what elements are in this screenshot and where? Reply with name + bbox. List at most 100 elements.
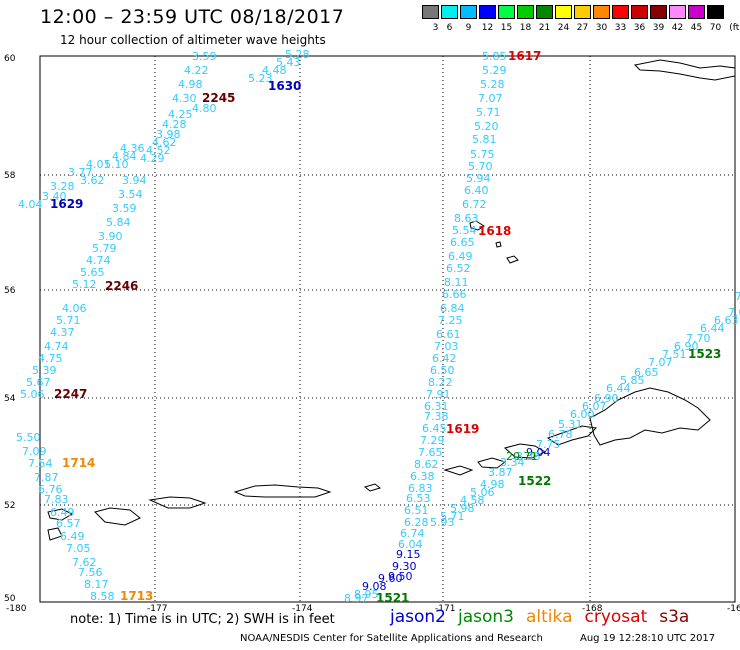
wave-height-value: 3.62 [80,174,105,187]
colorbar-label: 3 [432,23,439,33]
colorbar-swatch [707,5,724,19]
wave-height-value: 3.90 [98,230,123,243]
wave-height-value: 6.83 [408,482,433,495]
colorbar-unit: (ft) [729,23,740,33]
pass-time-label: 1714 [62,456,95,470]
colorbar-label: 6 [446,23,453,33]
wave-height-value: 7.29 [420,434,445,447]
wave-height-value: 6.57 [56,517,81,530]
wave-height-value: 4.75 [38,352,63,365]
wave-height-value: 7.91 [426,388,451,401]
wave-height-value: 6.31 [424,400,449,413]
aleutian-mid-4 [443,465,474,476]
wave-height-value: 5.79 [92,242,117,255]
wave-height-value: 4.52 [146,144,171,157]
wave-height-value: 4.62 [152,136,177,149]
wave-height-value: 5.84 [106,216,131,229]
pribilof-islet [495,241,502,248]
colorbar-swatch [555,5,572,19]
wave-height-value: 7.03 [728,306,740,319]
wave-height-value: 7.83 [44,493,69,506]
pass-time-label: 1629 [50,197,83,211]
lon-label: -168 [582,604,603,614]
legend-item-cryosat: cryosat [584,607,648,627]
wave-height-value: 8.11 [444,276,469,289]
lon-label: -171 [435,604,455,614]
legend-item-s3a: s3a [659,607,690,627]
wave-height-value: 6.90 [674,340,699,353]
colorbar-swatch [422,5,439,19]
wave-height-value: 3.28 [50,180,75,193]
wave-height-value: 3.34 [500,456,525,469]
legend-item-altika: altika [526,607,573,627]
wave-height-value: 6.49 [60,530,85,543]
colorbar-swatch [536,5,553,19]
colorbar-label: 12 [481,23,494,33]
wave-height-value: 9.08 [362,580,387,593]
colorbar-label: 39 [652,23,665,33]
colorbar-swatch [574,5,591,19]
wave-height-value: 8.62 [414,458,439,471]
wave-height-value: 7.07 [478,92,503,105]
aleutian-mid-2 [503,443,547,459]
wave-height-value: 7.09 [22,445,47,458]
lat-label: 52 [4,501,15,511]
wave-height-value: 6.44 [700,322,725,335]
wave-height-value: 5.06 [470,486,495,499]
nunivak-islet [506,255,519,264]
wave-height-value: 6.84 [440,302,465,315]
credit-text: NOAA/NESDIS Center for Satellite Applica… [240,633,543,644]
wave-height-value: 6.49 [50,506,75,519]
wave-height-value: 4.22 [184,64,209,77]
wave-height-value: 7.03 [434,340,459,353]
lon-label: -180 [6,604,27,614]
lon-label: -16 [727,604,740,614]
pass-time-label: 2247 [54,387,87,401]
wave-height-value: 5.06 [20,388,45,401]
wave-height-value: 7.59 [735,290,740,303]
pass-time-label: 1713 [120,589,153,603]
colorbar-label: 15 [500,23,513,33]
wave-height-value: 4.37 [50,326,75,339]
map-frame [39,55,736,603]
wave-height-value: 6.90 [594,392,619,405]
wave-height-value: 6.00 [570,408,595,421]
wave-height-value: 4.98 [178,78,203,91]
wave-height-value: 3.59 [192,50,217,63]
wave-height-value: 7.56 [78,566,103,579]
wave-height-value: 7.65 [418,446,443,459]
pass-time-label: 1523 [688,347,721,361]
aleutian-west-2 [233,484,332,498]
wave-height-value: 6.50 [430,364,455,377]
wave-height-value: 5.54 [452,224,477,237]
wave-height-value: 7.38 [424,410,449,423]
wave-height-value: 6.28 [404,516,429,529]
map-note: note: 1) Time is in UTC; 2) SWH is in fe… [70,612,335,627]
colorbar-swatch [669,5,686,19]
wave-height-value: 5.85 [482,50,507,63]
colorbar-swatch [498,5,515,19]
wave-height-value: 8.97 [344,592,369,605]
wave-height-value: 3.54 [118,188,143,201]
colorbar-swatch [650,5,667,19]
wave-height-value: 8.17 [84,578,109,591]
generated-time: Aug 19 12:28:10 UTC 2017 [580,633,716,644]
pass-time-label: 2245 [202,91,235,105]
wave-height-value: 3.94 [122,174,147,187]
wave-height-value: 3.38 [516,450,541,463]
map-subtitle: 12 hour collection of altimeter wave hei… [60,33,326,47]
wave-height-value: 6.04 [398,538,423,551]
wave-height-value: 7.62 [72,556,97,569]
pass-time-label: 1522 [518,474,551,488]
wave-height-value: 7.07 [648,356,673,369]
wave-height-value: 9.60 [378,572,403,585]
pass-time-label: 1630 [268,79,301,93]
wave-height-value: 6.42 [432,352,457,365]
colorbar-label: 42 [671,23,684,33]
colorbar-swatch [460,5,477,19]
wave-height-value: 5.70 [468,160,493,173]
wave-height-value: 9.04 [526,446,551,459]
wave-height-value: 5.71 [440,510,465,523]
colorbar-label: 36 [633,23,646,33]
